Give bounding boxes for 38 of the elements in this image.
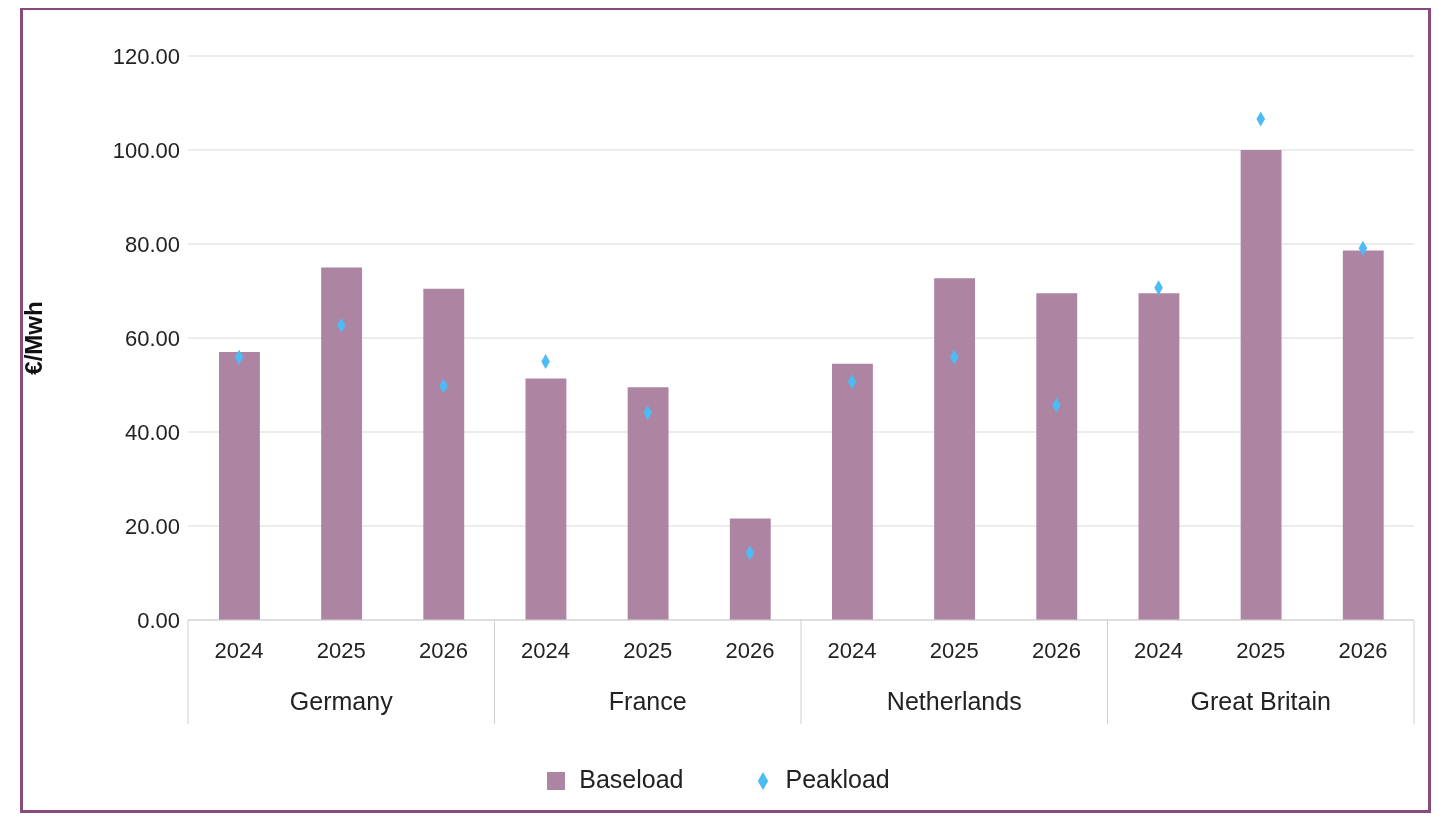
x-tick-label: 2024 — [1134, 638, 1184, 663]
bar — [219, 352, 260, 620]
y-axis-title: €/Mwh — [19, 301, 47, 375]
text: France — [608, 687, 687, 715]
bar — [1240, 150, 1282, 620]
legend-label: Baseload — [579, 765, 684, 793]
text: Great Britain — [1190, 687, 1331, 715]
bar — [729, 518, 771, 620]
legend-label: Peakload — [785, 765, 890, 793]
y-tick-label: 40.00 — [124, 419, 180, 445]
bar — [934, 278, 976, 620]
y-tick-label: 60.00 — [124, 325, 180, 351]
bar — [423, 288, 465, 620]
bar — [627, 387, 669, 620]
x-tick-label: 2025 — [929, 638, 979, 663]
x-tick-label: 2025 — [316, 638, 366, 663]
y-tick-label: 80.00 — [124, 231, 180, 257]
y-tick-label: 120.00 — [112, 43, 180, 69]
bar — [321, 267, 363, 620]
y-tick-label: 20.00 — [124, 513, 180, 539]
x-tick-label: 2026 — [1338, 638, 1388, 663]
y-tick-label: 0.00 — [137, 607, 180, 633]
x-tick-label: 2026 — [1031, 638, 1081, 663]
x-tick-label: 2026 — [418, 638, 468, 663]
x-tick-label: 2024 — [521, 638, 571, 663]
x-tick-label: 2024 — [827, 638, 877, 663]
x-tick-label: 2026 — [725, 638, 775, 663]
x-tick-label: 2024 — [214, 638, 264, 663]
x-tick-label: 2025 — [1236, 638, 1286, 663]
bar — [1138, 293, 1180, 620]
x-tick-label: 2025 — [623, 638, 673, 663]
text: Germany — [289, 687, 394, 715]
bar — [1342, 250, 1384, 620]
bar — [525, 378, 567, 620]
bar — [1036, 293, 1078, 620]
y-tick-label: 100.00 — [112, 137, 180, 163]
bar — [832, 363, 873, 620]
text: Netherlands — [886, 687, 1022, 715]
